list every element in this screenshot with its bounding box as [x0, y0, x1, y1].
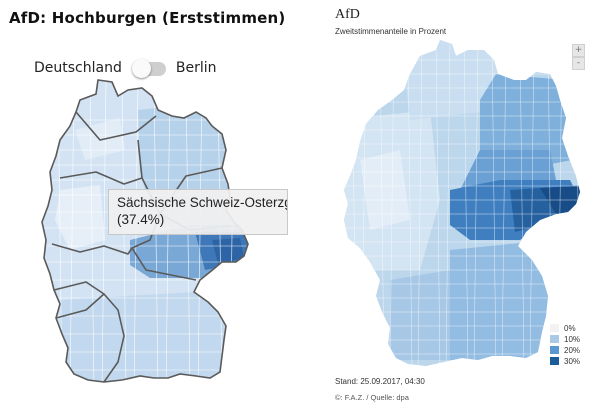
tooltip-district-name: Sächsische Schweiz-Osterzgebirge [117, 195, 287, 210]
right-map-subtitle: Zweitstimmenanteile in Prozent [335, 27, 447, 36]
region-toggle-row: Deutschland Berlin [34, 58, 217, 78]
legend-label: 10% [564, 334, 581, 344]
legend-swatch [550, 335, 559, 343]
left-map-title: AfD: Hochburgen (Erststimmen) [9, 9, 286, 27]
legend-swatch [550, 346, 559, 354]
zoom-in-button[interactable]: + [572, 44, 585, 57]
legend-item: 30% [550, 356, 580, 366]
right-map-title: AfD [335, 7, 360, 22]
source-credit: ©: F.A.Z. / Quelle: dpa [335, 393, 409, 402]
map-legend: 0% 10% 20% 30% [550, 323, 580, 367]
left-panel: AfD: Hochburgen (Erststimmen) Deutschlan… [9, 9, 288, 383]
toggle-label-deutschland[interactable]: Deutschland [34, 60, 122, 76]
legend-swatch [550, 324, 559, 332]
zoom-out-button[interactable]: - [572, 57, 585, 70]
region-toggle-switch[interactable] [131, 59, 166, 78]
toggle-label-berlin[interactable]: Berlin [175, 60, 217, 76]
legend-item: 0% [550, 323, 580, 333]
legend-label: 0% [564, 323, 576, 333]
right-panel: AfD Zweitstimmenanteile in Prozent + - 0… [300, 0, 600, 406]
toggle-knob[interactable] [131, 59, 151, 78]
legend-swatch [550, 357, 559, 365]
legend-label: 30% [564, 356, 581, 366]
district-tooltip: Sächsische Schweiz-Osterzgebirge (37.4%) [108, 189, 288, 235]
legend-item: 20% [550, 345, 580, 355]
data-timestamp: Stand: 25.09.2017, 04:30 [335, 377, 425, 386]
legend-label: 20% [564, 345, 581, 355]
right-germany-map[interactable] [300, 0, 600, 406]
tooltip-district-value: (37.4%) [117, 212, 165, 227]
legend-item: 10% [550, 334, 580, 344]
